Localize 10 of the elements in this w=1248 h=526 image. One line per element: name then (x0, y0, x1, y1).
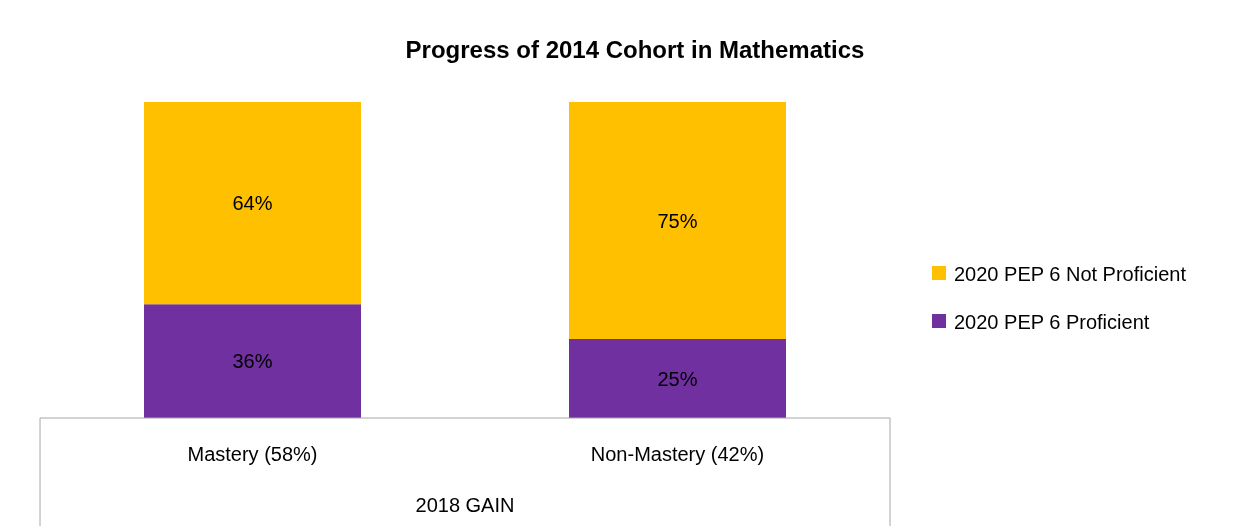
legend-label: 2020 PEP 6 Proficient (954, 311, 1150, 333)
data-label: 25% (657, 367, 698, 390)
data-label: 75% (657, 209, 698, 232)
legend-label: 2020 PEP 6 Not Proficient (954, 263, 1187, 285)
x-tick-label: Non-Mastery (42%) (590, 443, 765, 465)
x-tick-label: Mastery (58%) (187, 443, 318, 465)
chart-title: Progress of 2014 Cohort in Mathematics (405, 36, 865, 63)
data-label: 64% (232, 192, 273, 215)
x-axis-title: 2018 GAIN (415, 494, 515, 516)
data-label: 36% (232, 350, 273, 373)
